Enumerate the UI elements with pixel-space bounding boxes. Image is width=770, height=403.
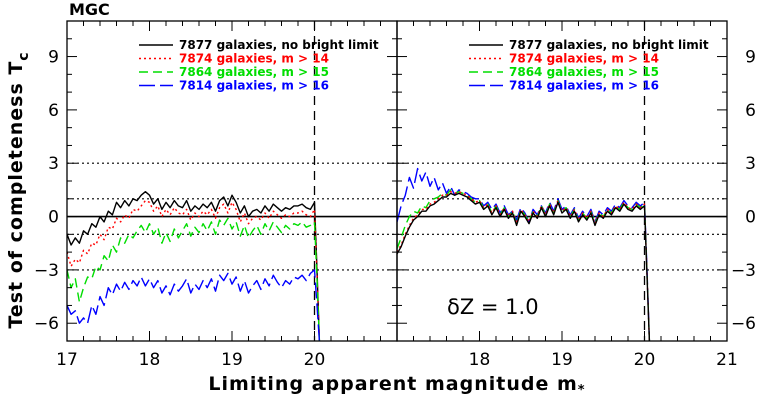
legend-label: 7814 galaxies, m > 16 xyxy=(509,79,659,93)
x-tick-label: 19 xyxy=(221,350,243,370)
x-tick-label: 21 xyxy=(716,350,738,370)
x-tick-label: 20 xyxy=(634,350,656,370)
x-tick-label: 19 xyxy=(551,350,573,370)
y-tick-label: 6 xyxy=(48,101,59,121)
legend-label: 7877 galaxies, no bright limit xyxy=(179,38,379,52)
x-axis-title-text: Limiting apparent magnitude m xyxy=(208,373,577,395)
legend-label: 7814 galaxies, m > 16 xyxy=(179,79,329,93)
series-line-dotted xyxy=(397,191,651,341)
x-tick-label: 20 xyxy=(304,350,326,370)
series-line-dashed xyxy=(67,217,321,341)
x-tick-label: 17 xyxy=(56,350,78,370)
legend-label: 7874 galaxies, m > 14 xyxy=(179,52,329,66)
x-tick-label: 18 xyxy=(139,350,161,370)
y-tick-label: 0 xyxy=(48,208,59,228)
legend-label: 7877 galaxies, no bright limit xyxy=(509,38,709,52)
x-tick-label: 18 xyxy=(469,350,491,370)
x-axis-title-subscript: * xyxy=(578,383,586,398)
y-tick-label: −6 xyxy=(731,314,756,334)
series-line-longdash xyxy=(397,167,651,341)
y-tick-label: −3 xyxy=(34,261,59,281)
series-line-solid xyxy=(397,192,651,341)
survey-label: MGC xyxy=(69,0,110,19)
series-line-solid xyxy=(67,191,321,341)
y-tick-label: 3 xyxy=(48,154,59,174)
y-tick-label: 9 xyxy=(745,48,756,68)
y-tick-label: −3 xyxy=(731,261,756,281)
y-tick-label: −6 xyxy=(34,314,59,334)
y-axis-title: Test of completeness Tc xyxy=(5,51,32,328)
y-tick-label: 9 xyxy=(48,48,59,68)
y-tick-label: 6 xyxy=(745,101,756,121)
legend-label: 7874 galaxies, m > 14 xyxy=(509,52,659,66)
series-group xyxy=(67,191,321,341)
series-group xyxy=(397,167,651,341)
series-line-dotted xyxy=(67,199,321,341)
right-panel: 18 19 20 21 −6 −3 0 3 6 9 7877 galaxies, no bright… xyxy=(396,20,756,370)
left-panel: 17 18 19 20 −6 −3 0 3 6 9 7877 galaxies, no bright… xyxy=(34,20,398,370)
y-tick-label: 0 xyxy=(745,208,756,228)
legend-label: 7864 galaxies, m > 15 xyxy=(509,65,659,79)
y-tick-label: 3 xyxy=(745,154,756,174)
y-axis-title-text: Test of completeness T xyxy=(5,61,27,329)
y-axis-title-subscript: c xyxy=(16,51,32,60)
legend-label: 7864 galaxies, m > 15 xyxy=(179,65,329,79)
x-axis-title: Limiting apparent magnitude m* xyxy=(208,373,585,398)
series-line-longdash xyxy=(67,269,321,341)
svg-text:Test of completeness Tc: Test of completeness Tc xyxy=(5,51,32,328)
delta-z-annotation: δZ = 1.0 xyxy=(447,295,539,319)
